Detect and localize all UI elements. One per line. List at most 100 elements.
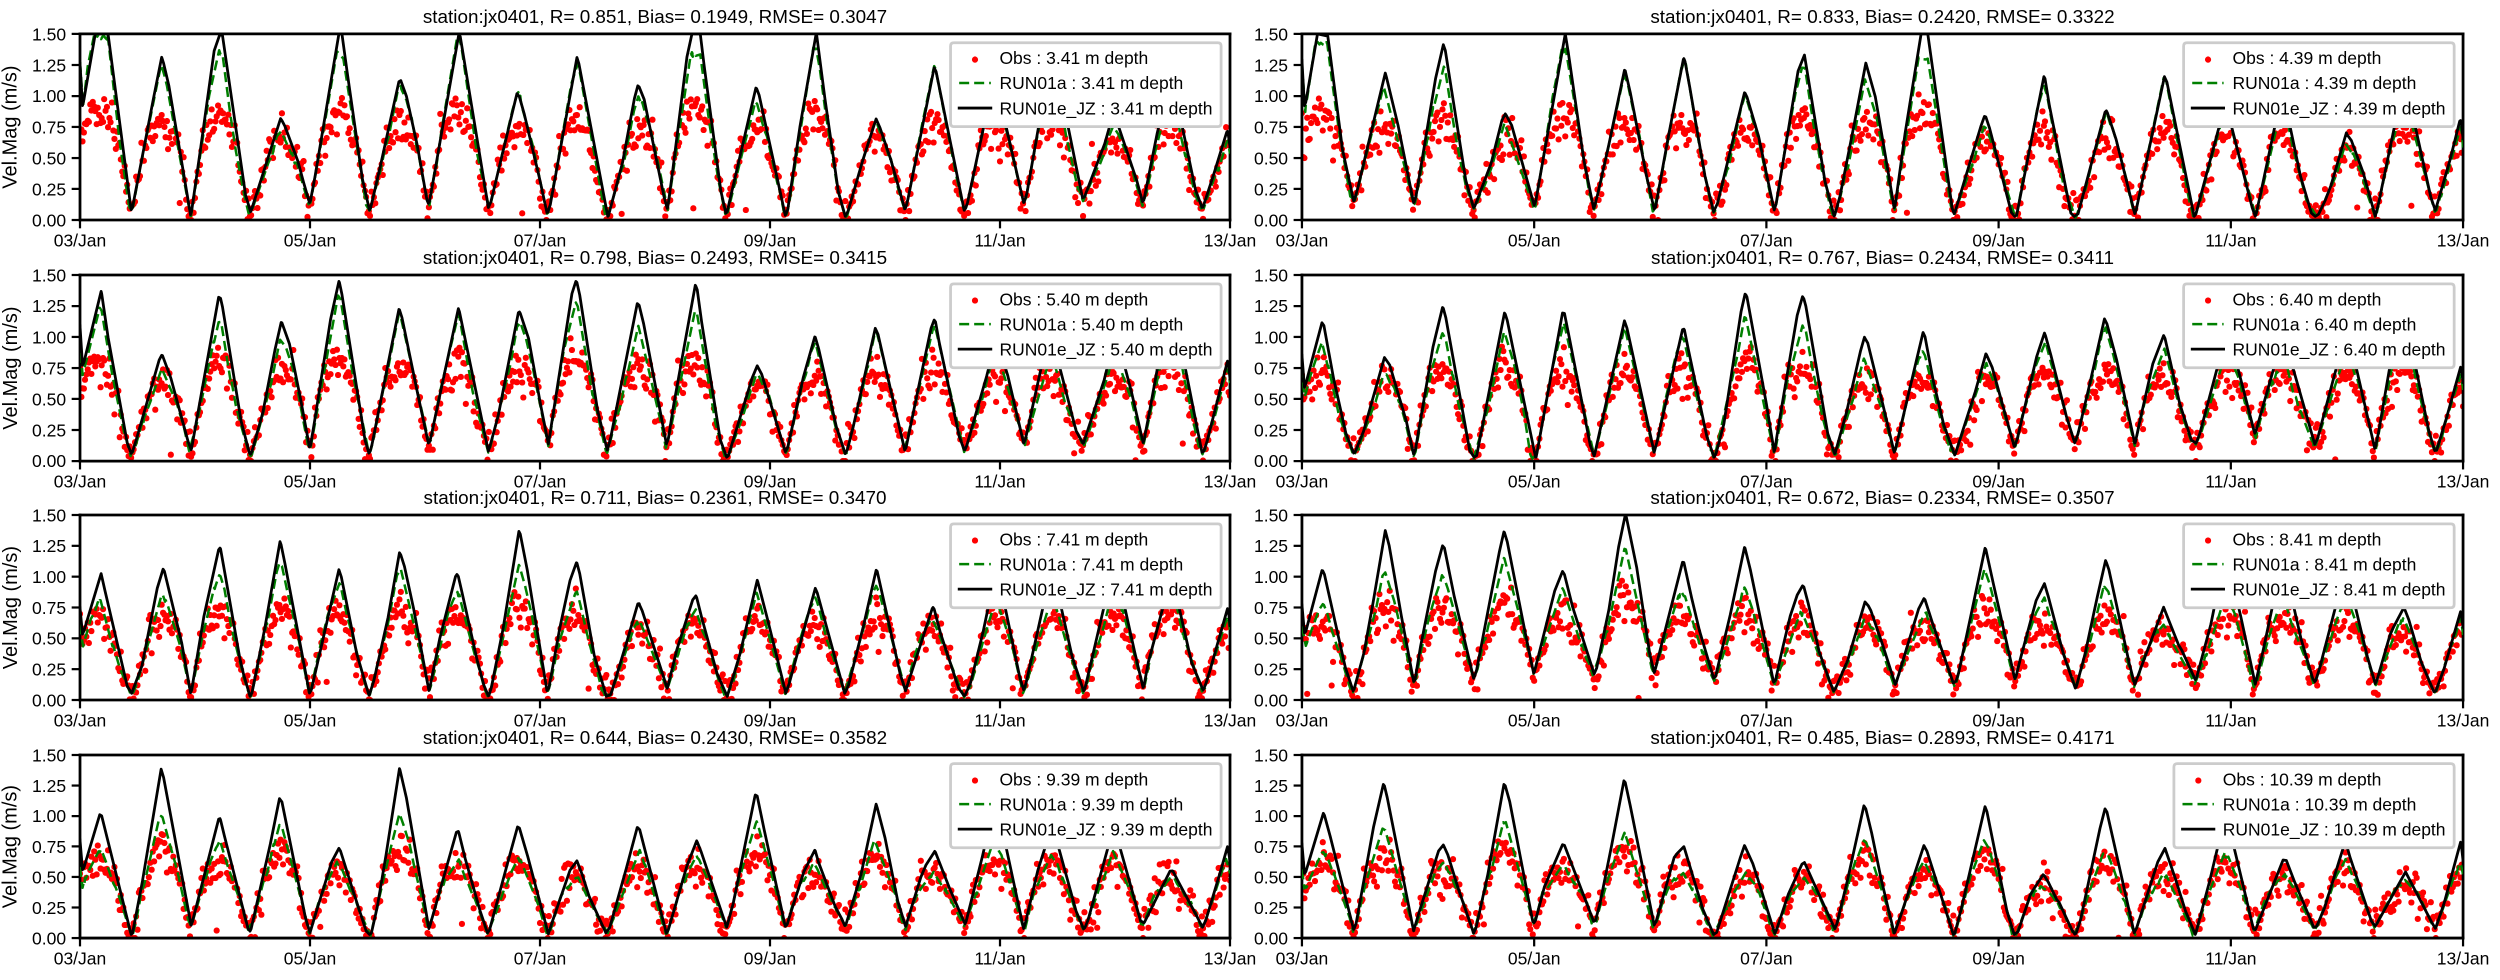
svg-text:05/Jan: 05/Jan [284,472,337,492]
svg-text:11/Jan: 11/Jan [2205,711,2256,731]
svg-text:RUN01e_JZ : 5.40 m depth: RUN01e_JZ : 5.40 m depth [999,339,1212,360]
svg-text:0.00: 0.00 [32,451,66,471]
svg-text:Obs : 3.41 m depth: Obs : 3.41 m depth [999,48,1148,68]
svg-text:13/Jan: 13/Jan [2437,472,2490,492]
svg-text:1.25: 1.25 [1254,55,1288,75]
svg-text:0.50: 0.50 [1254,148,1288,168]
svg-text:1.00: 1.00 [32,806,66,826]
svg-text:1.00: 1.00 [1254,567,1288,587]
svg-text:RUN01a : 8.41 m depth: RUN01a : 8.41 m depth [2233,554,2417,574]
svg-text:station:jx0401, R= 0.485, Bias: station:jx0401, R= 0.485, Bias= 0.2893, … [1650,728,2114,749]
svg-text:0.75: 0.75 [1254,837,1288,857]
svg-text:1.25: 1.25 [32,296,66,316]
svg-text:07/Jan: 07/Jan [1740,948,1793,968]
svg-text:0.00: 0.00 [1254,690,1288,710]
svg-text:RUN01a : 6.40 m depth: RUN01a : 6.40 m depth [2233,314,2417,334]
svg-text:Vel.Mag (m/s): Vel.Mag (m/s) [0,785,22,908]
svg-text:RUN01e_JZ : 6.40 m depth: RUN01e_JZ : 6.40 m depth [2233,339,2446,360]
svg-text:1.50: 1.50 [1254,265,1288,285]
svg-text:05/Jan: 05/Jan [1508,711,1561,731]
svg-text:09/Jan: 09/Jan [1972,948,2025,968]
svg-text:1.00: 1.00 [32,327,66,347]
svg-text:07/Jan: 07/Jan [514,948,567,968]
svg-text:1.25: 1.25 [1254,776,1288,796]
svg-text:0.75: 0.75 [32,837,66,857]
svg-text:0.25: 0.25 [32,420,66,440]
svg-text:05/Jan: 05/Jan [284,231,337,251]
svg-text:RUN01e_JZ : 8.41 m depth: RUN01e_JZ : 8.41 m depth [2233,579,2446,600]
svg-text:0.75: 0.75 [1254,598,1288,618]
svg-text:0.00: 0.00 [1254,928,1288,948]
svg-text:1.50: 1.50 [32,24,66,44]
svg-text:0.25: 0.25 [1254,179,1288,199]
svg-text:1.50: 1.50 [1254,505,1288,525]
svg-text:station:jx0401, R= 0.644, Bias: station:jx0401, R= 0.644, Bias= 0.2430, … [423,728,887,749]
svg-text:0.50: 0.50 [32,867,66,887]
svg-text:1.50: 1.50 [32,745,66,765]
svg-text:RUN01e_JZ : 4.39 m depth: RUN01e_JZ : 4.39 m depth [2233,98,2446,119]
svg-text:05/Jan: 05/Jan [1508,231,1561,251]
svg-text:0.50: 0.50 [1254,867,1288,887]
svg-text:0.00: 0.00 [32,928,66,948]
svg-text:1.25: 1.25 [32,776,66,796]
svg-text:0.25: 0.25 [32,898,66,918]
svg-text:Obs : 8.41 m depth: Obs : 8.41 m depth [2233,529,2382,549]
svg-text:05/Jan: 05/Jan [284,711,337,731]
svg-text:03/Jan: 03/Jan [54,472,107,492]
svg-text:0.00: 0.00 [1254,210,1288,230]
svg-text:RUN01a : 5.40 m depth: RUN01a : 5.40 m depth [999,314,1183,334]
svg-text:05/Jan: 05/Jan [284,948,337,968]
svg-text:13/Jan: 13/Jan [1204,948,1257,968]
svg-text:0.25: 0.25 [32,179,66,199]
svg-text:1.25: 1.25 [1254,536,1288,556]
svg-text:1.00: 1.00 [32,567,66,587]
svg-text:05/Jan: 05/Jan [1508,472,1561,492]
svg-text:0.75: 0.75 [32,358,66,378]
svg-text:1.25: 1.25 [32,536,66,556]
svg-text:1.50: 1.50 [1254,24,1288,44]
svg-text:0.25: 0.25 [1254,660,1288,680]
svg-text:11/Jan: 11/Jan [2205,948,2256,968]
svg-text:0.00: 0.00 [32,210,66,230]
svg-text:13/Jan: 13/Jan [2437,711,2490,731]
svg-text:RUN01e_JZ : 3.41 m depth: RUN01e_JZ : 3.41 m depth [999,98,1212,119]
svg-text:0.50: 0.50 [32,629,66,649]
svg-text:13/Jan: 13/Jan [1204,472,1257,492]
svg-text:RUN01e_JZ : 9.39 m depth: RUN01e_JZ : 9.39 m depth [999,819,1212,840]
svg-text:Obs : 4.39 m depth: Obs : 4.39 m depth [2233,48,2382,68]
svg-text:RUN01a : 4.39 m depth: RUN01a : 4.39 m depth [2233,73,2417,93]
svg-text:station:jx0401, R= 0.767, Bias: station:jx0401, R= 0.767, Bias= 0.2434, … [1651,248,2114,269]
svg-text:0.50: 0.50 [1254,629,1288,649]
svg-text:RUN01e_JZ : 7.41 m depth: RUN01e_JZ : 7.41 m depth [999,579,1212,600]
svg-text:0.50: 0.50 [1254,389,1288,409]
svg-text:1.00: 1.00 [1254,86,1288,106]
svg-text:1.00: 1.00 [32,86,66,106]
svg-text:RUN01a : 3.41 m depth: RUN01a : 3.41 m depth [999,73,1183,93]
svg-text:03/Jan: 03/Jan [1276,948,1329,968]
svg-text:Obs : 5.40 m depth: Obs : 5.40 m depth [999,289,1148,309]
svg-text:03/Jan: 03/Jan [1276,231,1329,251]
svg-text:0.75: 0.75 [1254,358,1288,378]
svg-text:Obs : 6.40 m depth: Obs : 6.40 m depth [2233,289,2382,309]
svg-text:11/Jan: 11/Jan [2205,231,2256,251]
svg-text:1.25: 1.25 [32,55,66,75]
svg-text:11/Jan: 11/Jan [974,948,1025,968]
svg-text:0.25: 0.25 [1254,898,1288,918]
svg-text:station:jx0401, R= 0.851, Bias: station:jx0401, R= 0.851, Bias= 0.1949, … [423,7,887,28]
svg-text:11/Jan: 11/Jan [2205,472,2256,492]
svg-text:0.00: 0.00 [32,690,66,710]
svg-text:RUN01a : 10.39 m depth: RUN01a : 10.39 m depth [2223,794,2417,814]
svg-text:03/Jan: 03/Jan [54,948,107,968]
svg-text:11/Jan: 11/Jan [974,231,1025,251]
svg-text:station:jx0401, R= 0.672, Bias: station:jx0401, R= 0.672, Bias= 0.2334, … [1650,488,2114,509]
svg-text:13/Jan: 13/Jan [2437,231,2490,251]
svg-text:RUN01e_JZ : 10.39 m depth: RUN01e_JZ : 10.39 m depth [2223,819,2446,840]
svg-text:Obs : 10.39 m depth: Obs : 10.39 m depth [2223,769,2382,789]
svg-text:09/Jan: 09/Jan [744,948,797,968]
svg-text:13/Jan: 13/Jan [2437,948,2490,968]
svg-text:0.25: 0.25 [1254,420,1288,440]
svg-text:0.75: 0.75 [32,117,66,137]
svg-text:RUN01a : 9.39 m depth: RUN01a : 9.39 m depth [999,794,1183,814]
svg-text:station:jx0401, R= 0.711, Bias: station:jx0401, R= 0.711, Bias= 0.2361, … [424,488,887,509]
svg-text:11/Jan: 11/Jan [974,472,1025,492]
